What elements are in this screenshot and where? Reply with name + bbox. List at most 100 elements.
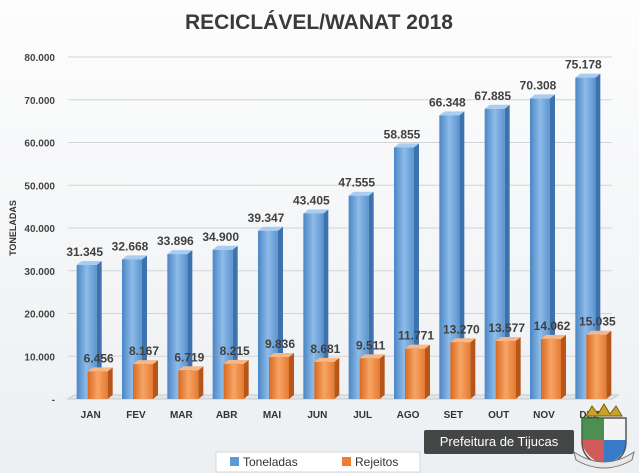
bar-top [133,360,158,365]
bar-rejeitos: 9.836 [265,337,295,399]
bar-front [541,338,561,399]
data-label: 31.345 [66,245,103,259]
data-label: 9.836 [265,337,295,351]
x-tick-label: ABR [216,410,238,421]
legend-entry: Rejeitos [355,455,398,469]
y-tick-label: 80.000 [24,53,55,64]
x-tick-label: NOV [533,410,555,421]
bar-front [394,147,414,399]
bar-rejeitos: 13.270 [443,322,480,399]
y-tick-label: 50.000 [24,181,55,192]
bar-front [223,363,244,399]
bar-front [495,340,516,399]
bar-front [76,265,97,399]
bar-top [450,338,476,343]
bar-side [425,344,430,399]
legend: Toneladas Rejeitos [215,451,421,473]
bar-side [153,360,158,399]
data-label: 13.270 [443,322,480,336]
bar-top [87,367,113,372]
bar-toneladas: 70.308 [520,78,557,400]
bar-toneladas: 31.345 [66,245,103,399]
y-tick-label: 70.000 [24,96,55,107]
bar-front [348,195,369,399]
data-label: 34.900 [202,230,239,244]
y-tick-label: 60.000 [24,139,55,150]
bar-rejeitos: 8.681 [310,342,341,399]
bar-side [550,94,555,400]
bar-side [606,330,612,399]
bar-side [368,191,374,399]
bar-side [243,359,249,399]
y-axis-ticks: - 10.000 20.000 30.000 40.000 50.000 60.000 70.… [24,53,55,406]
data-label: 70.308 [520,78,557,92]
x-tick-label: MAI [263,410,282,421]
bar-front [87,371,108,399]
x-tick-label: JAN [81,410,101,421]
bar-side [187,250,193,399]
bar-rejeitos: 13.577 [488,321,525,399]
bar-front [359,358,380,399]
bar-front [314,361,335,399]
bar-top [484,104,510,109]
bar-top [303,209,329,214]
y-tick-label: - [52,395,55,406]
bar-front [450,342,471,399]
legend-swatch [342,457,351,466]
bar-rejeitos: 6.719 [174,350,205,399]
bar-front [530,98,550,400]
data-label: 58.855 [384,127,421,141]
legend-box [215,451,421,473]
bar-front [484,108,505,399]
bar-front [586,334,607,399]
bar-front [439,115,460,399]
y-tick-label: 20.000 [24,310,55,321]
x-tick-label: JUN [307,410,327,421]
data-label: 15.035 [579,315,616,329]
bar-front [575,77,596,400]
coat-of-arms-icon [573,403,635,469]
data-label: 9.511 [356,338,386,352]
bar-side [504,104,510,399]
bar-top [223,359,249,364]
x-tick-label: OUT [488,410,509,421]
bar-front [269,356,289,399]
data-label: 6.456 [84,351,114,365]
bar-side [107,367,113,399]
bar-top [439,111,465,116]
data-label: 33.896 [157,234,194,248]
bar-side [515,336,521,399]
data-label: 66.348 [429,95,466,109]
bar-top [167,250,193,255]
bar-rejeitos: 14.062 [534,319,571,399]
bar-top [586,330,612,335]
bar-top [76,261,102,266]
bar-toneladas: 75.178 [565,58,602,400]
bar-top [314,357,340,362]
bar-rejeitos: 8.167 [129,344,159,399]
bar-front [133,364,153,399]
x-tick-label: MAR [170,410,194,421]
bar-top [269,352,294,357]
data-label: 8.215 [220,344,250,358]
bar-side [561,334,566,399]
bar-top [348,191,374,196]
bar-front [405,348,425,399]
bar-rejeitos: 9.511 [356,338,386,399]
y-tick-label: 10.000 [24,352,55,363]
bar-top [405,344,430,349]
bar-top [178,366,204,371]
bar-side [414,143,419,399]
bar-top [212,245,238,250]
data-label: 11.771 [398,329,434,343]
bar-toneladas: 58.855 [384,127,421,399]
data-label: 8.681 [310,342,340,356]
data-label: 47.555 [338,176,375,190]
bar-front [167,254,188,399]
x-tick-label: AGO [397,410,420,421]
chart-floor [66,394,620,400]
data-label: 75.178 [565,58,602,72]
bar-side [379,354,385,399]
bars: 31.345 6.456 32.668 8.167 33.896 6.719 34.900 8… [66,58,616,400]
bar-rejeitos: 11.771 [398,329,434,399]
